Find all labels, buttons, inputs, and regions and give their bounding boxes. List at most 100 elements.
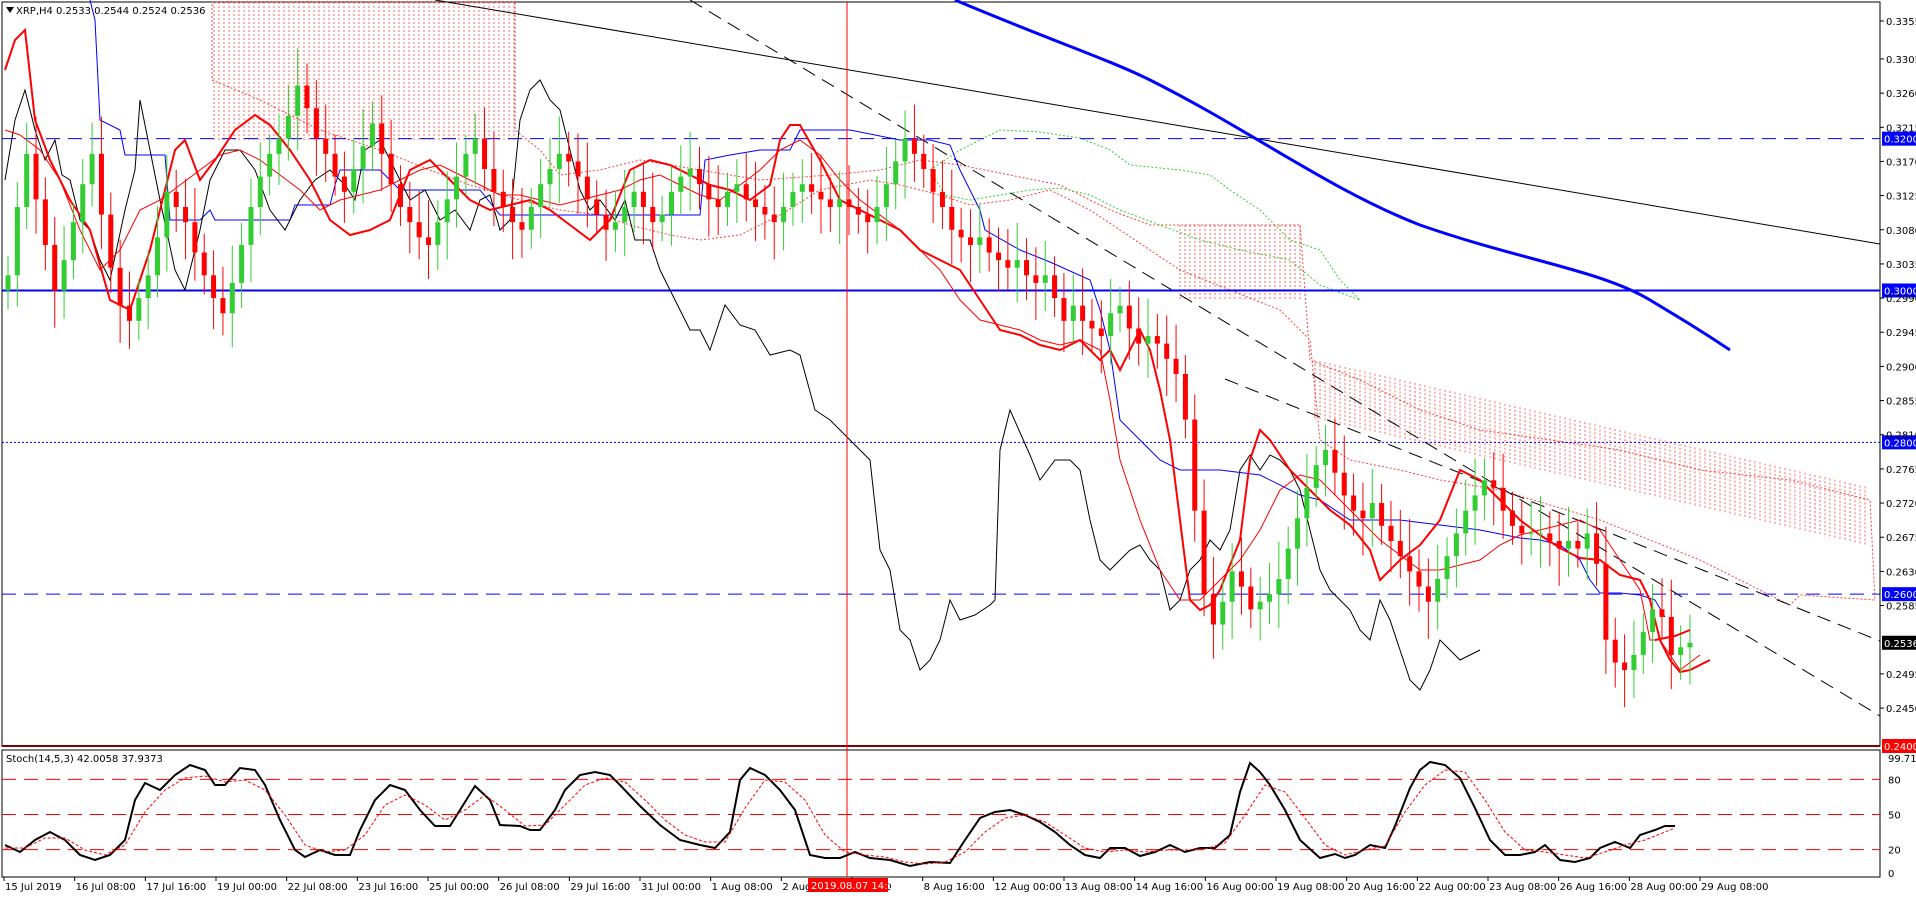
symbol-label: XRP,H4 [16,6,53,17]
candle-body [575,161,581,177]
candle-body [379,123,385,154]
horizontal-levels: 0.3200 0.3000 0.2800 0.2600 0.2400 [2,131,1916,753]
candle-body [98,153,104,215]
candle-body [1566,541,1572,549]
candles-group [5,48,1693,708]
candle-body [1425,586,1431,602]
candle-body [1528,533,1534,535]
candle-body [640,191,646,207]
candle-body [164,191,170,238]
candle-body [1304,487,1310,519]
candle-body [781,206,787,223]
candle-body [323,138,329,154]
stoch-main-line [4,760,1675,868]
candle-body [33,153,39,200]
candle-body [416,222,422,238]
candle-body [510,206,516,223]
candle-body [173,191,179,207]
candle-body [678,176,684,192]
candle-body [1061,298,1067,321]
candle-body [715,199,721,207]
candle-body [687,169,693,177]
candle-body [631,191,637,207]
current-price-label: 0.2536 [1884,639,1916,650]
candle-body [1463,510,1469,534]
candle-body [1154,336,1160,344]
crosshair-time-text: 2019.08.07 14:00 [811,881,900,892]
candle-body [229,282,235,314]
stoch-level-label: 50 [1888,811,1901,822]
candle-body [725,191,731,207]
candle-body [837,199,843,207]
horizontal-level-label: 0.3000 [1884,286,1916,297]
candle-body [1519,525,1525,534]
candle-body [603,214,609,230]
candle-body [967,237,973,245]
stochastic-panel: 80 50 20 0 [2,760,1901,880]
candle-body [622,206,628,223]
candle-body [1509,510,1515,526]
candle-body [1248,586,1254,610]
time-tick-label: 28 Aug 00:00 [1630,882,1697,893]
candle-body [1267,594,1272,602]
candle-body [136,298,142,321]
time-tick-label: 14 Aug 16:00 [1136,882,1203,893]
horizontal-level-tag [1882,283,1916,298]
candle-body [24,153,30,207]
candle-body [827,199,833,207]
candle-body [958,229,964,238]
candle-body [771,214,777,223]
candle-body [996,252,1002,261]
candle-body [145,275,151,299]
candle-body [388,153,394,185]
time-tick-label: 12 Aug 00:00 [994,882,1061,893]
candle-body [1603,563,1609,640]
candle-body [472,138,478,154]
candle-body [1397,541,1403,557]
candle-body [117,267,123,306]
candle-body [818,191,824,200]
candle-body [584,176,590,200]
moving-average-blue-thick [954,0,1731,352]
candle-body [986,237,992,253]
candle-body [89,153,95,185]
time-tick-label: 29 Aug 08:00 [1701,882,1768,893]
candle-body [248,206,254,245]
candle-body [1098,328,1104,337]
candle-body [911,138,917,154]
candle-body [790,191,796,207]
stoch-level-label: 80 [1888,775,1901,786]
candle-body [1089,320,1095,329]
stoch-level-label: 0 [1888,869,1894,880]
candle-body [1678,647,1684,655]
time-tick-label: 22 Aug 00:00 [1418,882,1485,893]
candle-body [183,206,189,223]
price-tick-label: 0.2945 [1886,328,1916,339]
time-tick-label: 20 Aug 16:00 [1348,882,1415,893]
candle-body [1622,662,1628,671]
price-tick-label: 0.3305 [1886,55,1916,66]
candle-body [1435,578,1441,602]
stoch-plot-frame [1,749,1881,878]
candle-body [855,206,861,215]
candle-body [1379,503,1385,526]
candle-body [304,85,310,109]
candle-body [1659,609,1665,617]
current-price-tag [1882,635,1916,650]
candle-body [1323,449,1329,466]
candle-body [846,199,852,207]
candle-body [1444,556,1450,579]
candle-body [1472,495,1478,511]
candle-body [491,169,497,192]
chevron-down-icon[interactable] [6,7,14,13]
candle-body [1575,541,1581,549]
candle-body [360,146,366,170]
price-tick-label: 0.3035 [1886,260,1916,271]
candle-body [332,153,338,177]
